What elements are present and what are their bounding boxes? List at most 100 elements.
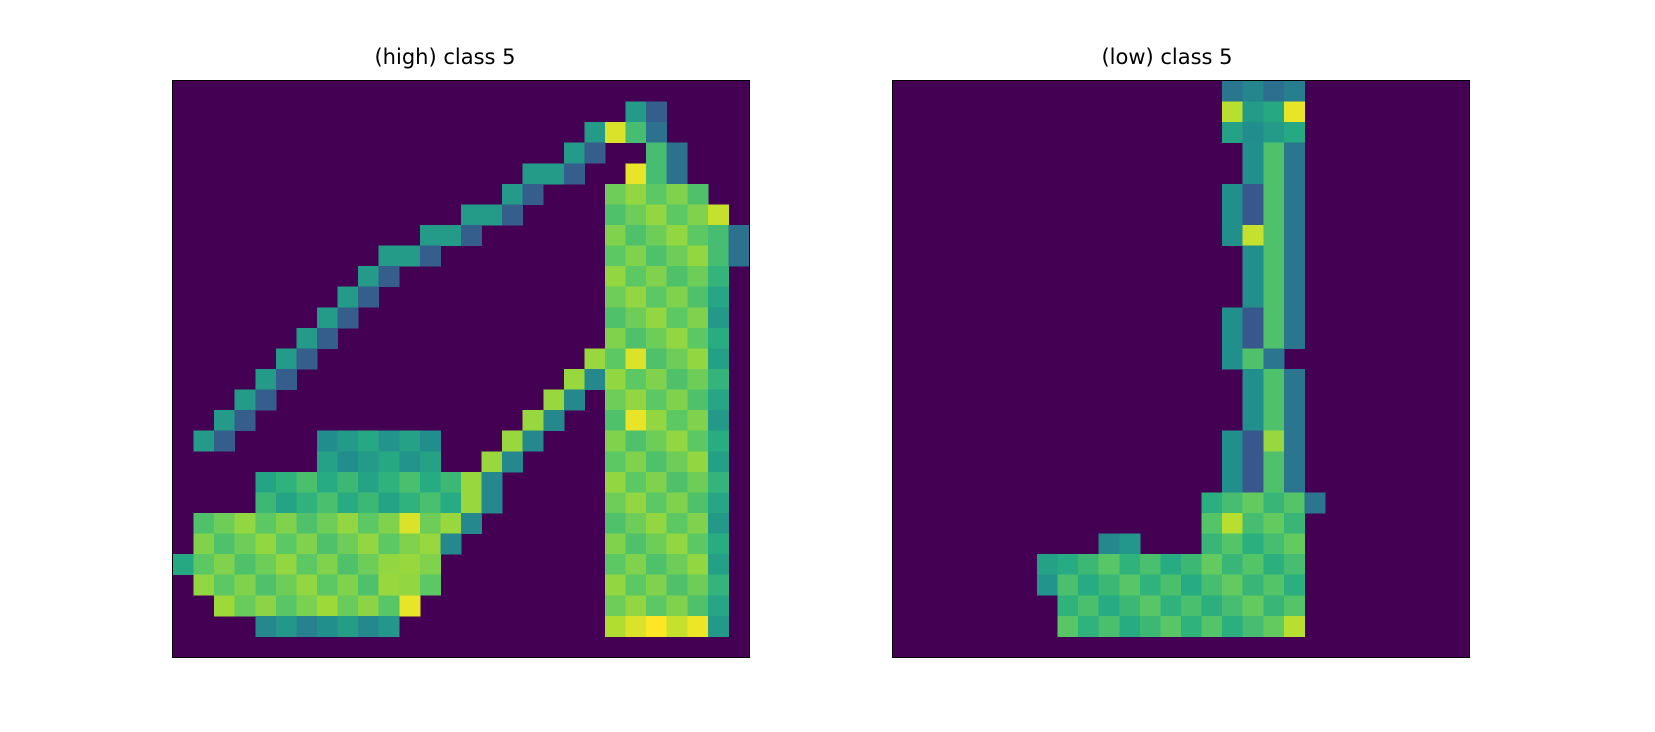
heatmap-cell bbox=[275, 348, 297, 370]
heatmap-cell bbox=[646, 533, 668, 555]
heatmap-cell bbox=[193, 554, 215, 576]
heatmap-cell bbox=[358, 615, 380, 637]
heatmap-cell bbox=[296, 554, 318, 576]
heatmap-cell bbox=[605, 615, 626, 637]
heatmap-cell bbox=[358, 471, 380, 493]
heatmap-cell bbox=[625, 286, 647, 308]
heatmap-cell bbox=[666, 142, 688, 164]
heatmap-cell bbox=[1242, 286, 1264, 308]
heatmap-cell bbox=[461, 492, 482, 514]
heatmap-cell bbox=[193, 513, 215, 534]
heatmap-cell bbox=[625, 307, 647, 329]
heatmap-cell bbox=[399, 574, 421, 596]
heatmap-cell bbox=[1242, 307, 1264, 329]
heatmap-cell bbox=[1222, 348, 1244, 370]
heatmap-cell bbox=[296, 533, 318, 555]
heatmap-cell bbox=[625, 451, 647, 473]
heatmap-cell bbox=[1222, 430, 1244, 452]
heatmap-cell bbox=[707, 410, 729, 432]
heatmap-cell bbox=[1201, 533, 1223, 555]
heatmap-cell bbox=[1160, 554, 1182, 576]
heatmap-cell bbox=[584, 348, 606, 370]
heatmap-cell bbox=[419, 513, 441, 534]
heatmap-cell bbox=[646, 122, 668, 144]
heatmap-cell bbox=[1263, 122, 1285, 144]
heatmap-cell bbox=[543, 410, 565, 432]
heatmap-cell bbox=[666, 410, 688, 432]
heatmap-cell bbox=[234, 389, 256, 411]
heatmap-cell bbox=[1242, 122, 1264, 144]
heatmap-cell bbox=[1263, 492, 1285, 514]
heatmap-cell bbox=[1263, 595, 1285, 617]
heatmap-cell bbox=[1098, 533, 1120, 555]
heatmap-cell bbox=[646, 307, 668, 329]
heatmap-cell bbox=[1242, 595, 1264, 617]
heatmap-cell bbox=[317, 327, 338, 349]
heatmap-cell bbox=[275, 615, 297, 637]
heatmap-cell bbox=[1283, 81, 1305, 102]
heatmap-cell bbox=[419, 492, 441, 514]
heatmap-cell bbox=[687, 430, 709, 452]
heatmap-cell bbox=[1242, 348, 1264, 370]
heatmap-cell bbox=[1283, 101, 1305, 123]
heatmap-cell bbox=[1263, 554, 1285, 576]
heatmap-cell bbox=[707, 574, 729, 596]
heatmap-cell bbox=[1222, 101, 1244, 123]
heatmap-cell bbox=[1242, 266, 1264, 288]
heatmap-high bbox=[172, 80, 750, 658]
heatmap-cell bbox=[502, 183, 524, 205]
heatmap-cell bbox=[1283, 389, 1305, 411]
heatmap-cell bbox=[255, 554, 277, 576]
heatmap-cell bbox=[1242, 163, 1264, 185]
heatmap-cell bbox=[543, 163, 565, 185]
heatmap-cell bbox=[317, 533, 338, 555]
heatmap-cell bbox=[1037, 554, 1058, 576]
heatmap-cell bbox=[687, 533, 709, 555]
heatmap-cell bbox=[1119, 554, 1141, 576]
heatmap-cell bbox=[1263, 225, 1285, 246]
heatmap-cell bbox=[1222, 451, 1244, 473]
heatmap-cell bbox=[625, 492, 647, 514]
heatmap-cell bbox=[1242, 574, 1264, 596]
heatmap-cell bbox=[605, 122, 626, 144]
heatmap-cell bbox=[1057, 595, 1079, 617]
heatmap-cell bbox=[687, 348, 709, 370]
heatmap-cell bbox=[1098, 615, 1120, 637]
heatmap-cell bbox=[337, 286, 359, 308]
heatmap-cell bbox=[378, 574, 400, 596]
heatmap-cell bbox=[666, 389, 688, 411]
heatmap-cell bbox=[687, 410, 709, 432]
heatmap-cell bbox=[1119, 615, 1141, 637]
heatmap-cell bbox=[1201, 554, 1223, 576]
heatmap-cell bbox=[255, 471, 277, 493]
heatmap-cell bbox=[646, 451, 668, 473]
heatmap-cell bbox=[1242, 204, 1264, 226]
heatmap-cell bbox=[707, 327, 729, 349]
heatmap-cell bbox=[1283, 183, 1305, 205]
heatmap-cell bbox=[625, 245, 647, 267]
heatmap-cell bbox=[687, 369, 709, 390]
heatmap-cell bbox=[563, 389, 585, 411]
heatmap-cell bbox=[605, 327, 626, 349]
heatmap-cell bbox=[358, 533, 380, 555]
heatmap-cell bbox=[255, 615, 277, 637]
heatmap-cell bbox=[646, 615, 668, 637]
heatmap-cell bbox=[687, 595, 709, 617]
heatmap-cell bbox=[481, 451, 503, 473]
heatmap-cell bbox=[378, 513, 400, 534]
heatmap-cell bbox=[584, 122, 606, 144]
heatmap-cell bbox=[666, 348, 688, 370]
heatmap-cell bbox=[1242, 183, 1264, 205]
heatmap-cell bbox=[522, 430, 544, 452]
heatmap-cell bbox=[646, 554, 668, 576]
heatmap-cell bbox=[687, 225, 709, 246]
heatmap-cell bbox=[707, 348, 729, 370]
heatmap-cell bbox=[399, 245, 421, 267]
heatmap-cell bbox=[1057, 615, 1079, 637]
heatmap-cell bbox=[1160, 615, 1182, 637]
heatmap-cell bbox=[605, 513, 626, 534]
heatmap-cell bbox=[1283, 533, 1305, 555]
heatmap-cell bbox=[625, 471, 647, 493]
heatmap-cell bbox=[399, 492, 421, 514]
